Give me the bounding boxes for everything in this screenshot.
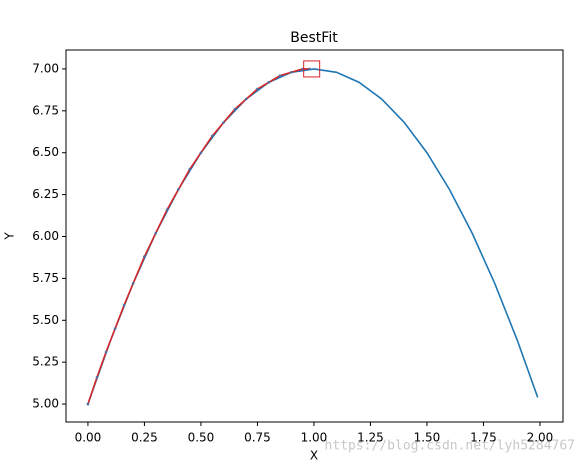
y-tick-label: 5.50 xyxy=(32,313,59,327)
y-tick-label: 6.75 xyxy=(32,103,59,117)
x-axis-label: X xyxy=(310,449,318,463)
point xyxy=(222,121,225,124)
x-tick-label: 0.25 xyxy=(131,431,158,445)
plot-frame xyxy=(65,49,564,423)
point xyxy=(131,282,135,285)
x-tick-label: 1.00 xyxy=(301,431,328,445)
y-tick-label: 6.50 xyxy=(32,145,59,159)
x-tick-label: 1.25 xyxy=(357,431,384,445)
point xyxy=(188,168,191,171)
point xyxy=(308,67,311,71)
x-tick-label: 0.75 xyxy=(244,431,271,445)
point xyxy=(177,188,180,191)
y-tick-label: 7.00 xyxy=(32,61,59,75)
point xyxy=(113,327,117,330)
point xyxy=(165,208,169,211)
point xyxy=(143,255,146,258)
point xyxy=(104,350,108,354)
point xyxy=(256,87,259,91)
point xyxy=(199,151,203,155)
point xyxy=(122,303,126,307)
x-tick-label: 1.50 xyxy=(414,431,441,445)
watermark: https://blog.csdn.net/lyh5284767 xyxy=(325,439,575,454)
point xyxy=(86,402,90,406)
point xyxy=(210,134,214,138)
point xyxy=(244,97,248,101)
x-tick-label: 2.00 xyxy=(527,431,554,445)
y-tick-label: 5.75 xyxy=(32,271,59,285)
y-axis-label: Y xyxy=(3,232,17,241)
series-line xyxy=(87,68,310,405)
y-tick-label: 6.00 xyxy=(32,229,59,243)
point xyxy=(290,70,293,74)
y-tick-label: 6.25 xyxy=(32,187,59,201)
chart-title: BestFit xyxy=(290,30,338,46)
series-line xyxy=(87,68,539,405)
y-tick-label: 5.25 xyxy=(32,355,59,369)
point xyxy=(278,74,282,77)
x-tick-label: 0.00 xyxy=(75,431,102,445)
x-tick-label: 0.50 xyxy=(188,431,215,445)
point xyxy=(233,107,237,111)
highlight-marker xyxy=(303,60,321,78)
x-tick-label: 1.75 xyxy=(470,431,497,445)
point xyxy=(154,231,158,235)
point xyxy=(267,81,271,84)
point xyxy=(95,375,99,379)
y-tick-label: 5.00 xyxy=(32,397,59,411)
